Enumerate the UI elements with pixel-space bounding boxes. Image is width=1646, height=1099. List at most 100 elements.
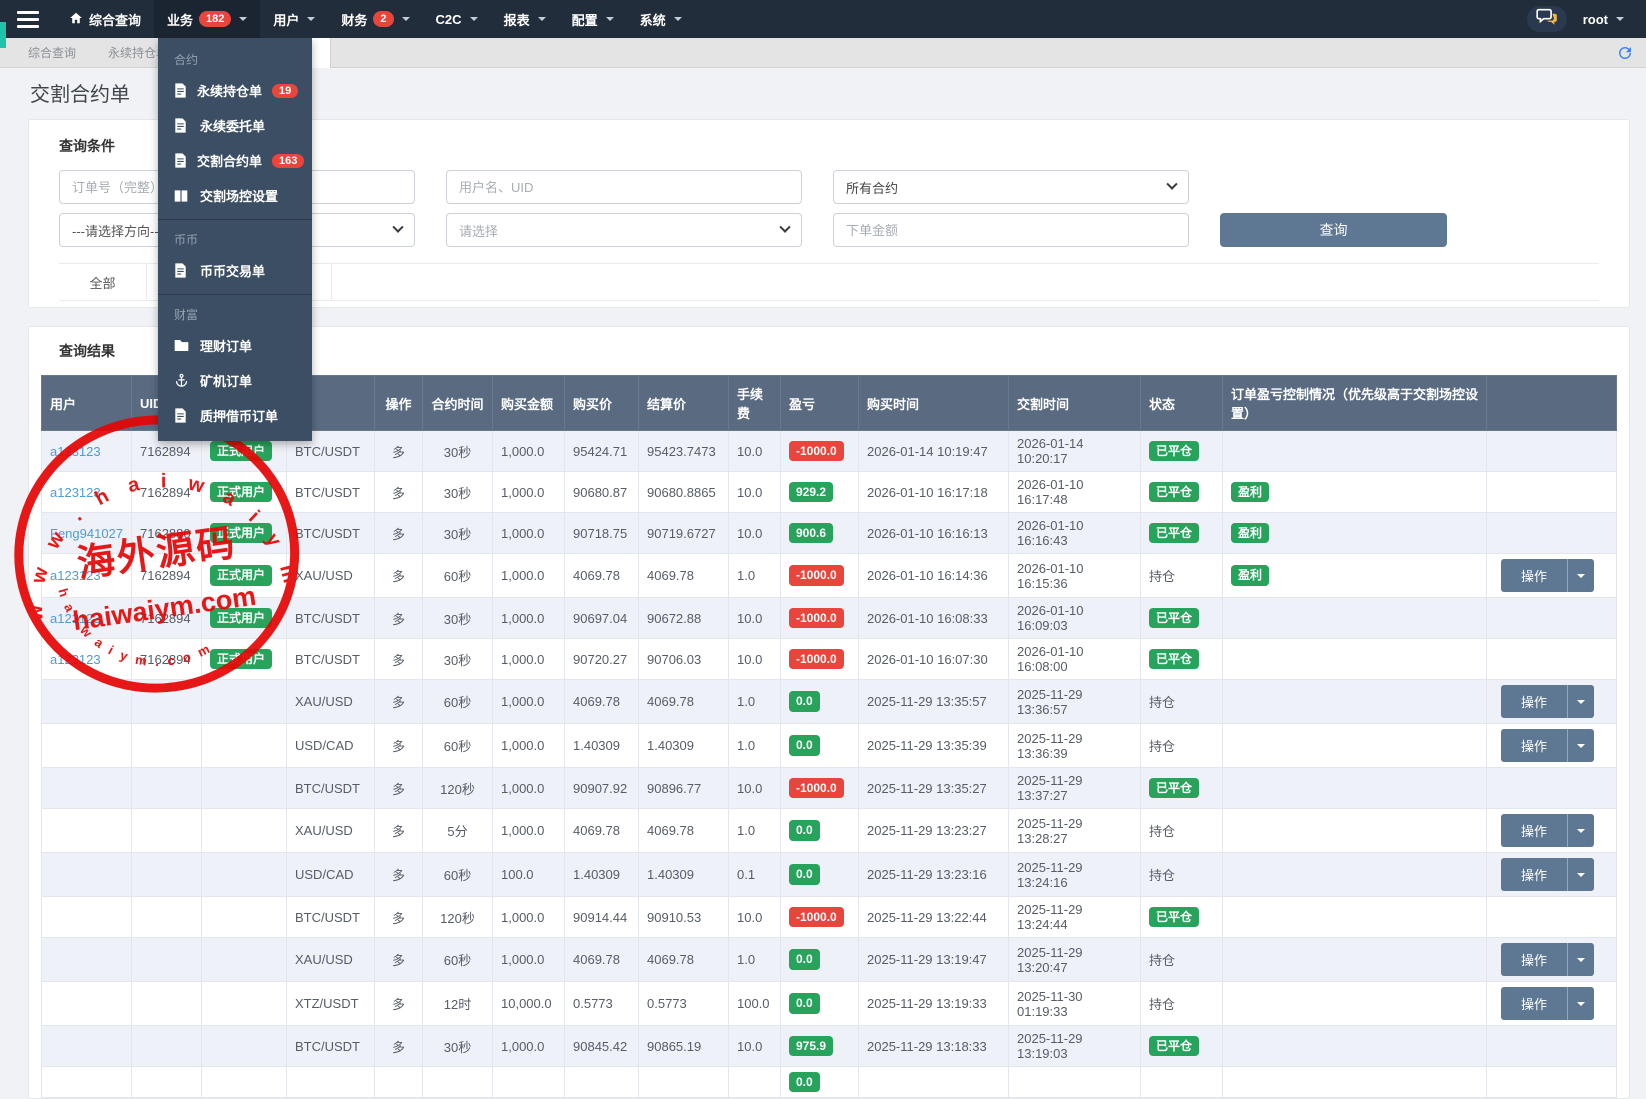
cell-buy-time-value: 2026-01-10 16:08:33 xyxy=(867,611,988,626)
dropdown-item-2-2[interactable]: 质押借币订单 xyxy=(158,398,312,433)
nav-item-1[interactable]: 业务182 xyxy=(154,0,260,38)
chevron-down-icon xyxy=(674,17,682,21)
cell-buy-price: 4069.78 xyxy=(565,809,639,853)
dropdown-item-2-0[interactable]: 理财订单 xyxy=(158,328,312,363)
cell-contract: XAU/USD xyxy=(287,938,375,982)
action-caret-button[interactable] xyxy=(1567,685,1594,718)
user-menu[interactable]: root xyxy=(1583,12,1624,27)
action-caret-button[interactable] xyxy=(1567,559,1594,592)
user-link[interactable]: a123123 xyxy=(50,485,101,500)
pnl-badge: 0.0 xyxy=(789,1072,820,1092)
action-split-button[interactable]: 操作 xyxy=(1501,729,1594,762)
action-button-label[interactable]: 操作 xyxy=(1501,987,1567,1020)
dropdown-item-0-1[interactable]: 永续委托单 xyxy=(158,108,312,143)
column-header-11: 购买时间 xyxy=(859,376,1009,431)
cell-direction: 多 xyxy=(375,513,423,554)
user-link[interactable]: a123123 xyxy=(50,611,101,626)
action-split-button[interactable]: 操作 xyxy=(1501,559,1594,592)
cell-user xyxy=(42,680,132,724)
action-button-label[interactable]: 操作 xyxy=(1501,943,1567,976)
action-caret-button[interactable] xyxy=(1567,814,1594,847)
dropdown-item-1-0[interactable]: 币币交易单 xyxy=(158,253,312,288)
table-row-13: XTZ/USDT多12时10,000.00.57730.5773100.00.0… xyxy=(42,982,1617,1026)
user-uid-input[interactable] xyxy=(446,170,802,204)
nav-item-6[interactable]: 配置 xyxy=(559,0,627,38)
nav-item-4[interactable]: C2C xyxy=(423,0,491,38)
chevron-down-icon xyxy=(779,222,790,233)
dropdown-item-label: 永续委托单 xyxy=(200,116,265,135)
action-button-label[interactable]: 操作 xyxy=(1501,814,1567,847)
hamburger-icon[interactable] xyxy=(0,0,56,38)
user-link[interactable]: a123123 xyxy=(50,568,101,583)
cell-period: 30秒 xyxy=(423,639,493,680)
nav-item-3[interactable]: 财务2 xyxy=(328,0,422,38)
action-caret-button[interactable] xyxy=(1567,943,1594,976)
action-caret-button[interactable] xyxy=(1567,858,1594,891)
cell-buy-price: 4069.78 xyxy=(565,938,639,982)
cell-pnl: -1000.0 xyxy=(781,639,859,680)
cell-uid: 7162894 xyxy=(132,598,202,639)
user-type-badge: 正式用户 xyxy=(210,649,272,669)
cell-settle-price-value: 1.40309 xyxy=(647,738,694,753)
nav-item-0[interactable]: 综合查询 xyxy=(56,0,154,38)
column-header-14: 订单盈亏控制情况（优先级高于交割场控设置） xyxy=(1223,376,1487,431)
amount-input[interactable] xyxy=(833,213,1189,247)
action-button-label[interactable]: 操作 xyxy=(1501,729,1567,762)
dropdown-item-0-2[interactable]: 交割合约单163 xyxy=(158,143,312,178)
cell-settle-price xyxy=(639,1067,729,1098)
action-split-button[interactable]: 操作 xyxy=(1501,814,1594,847)
action-button-label[interactable]: 操作 xyxy=(1501,685,1567,718)
filter-tab-all[interactable]: 全部 xyxy=(59,264,147,300)
period-value: 120秒 xyxy=(440,782,475,797)
chat-button[interactable] xyxy=(1527,6,1567,32)
action-button-label[interactable]: 操作 xyxy=(1501,559,1567,592)
nav-item-label: 用户 xyxy=(273,10,299,29)
cell-amount xyxy=(493,1067,565,1098)
action-split-button[interactable]: 操作 xyxy=(1501,858,1594,891)
dropdown-item-0-3[interactable]: 交割场控设置 xyxy=(158,178,312,213)
cell-settle-time: 2026-01-10 16:17:48 xyxy=(1009,472,1141,513)
user-link[interactable]: Feng941027 xyxy=(50,526,123,541)
cell-fee-value: 100.0 xyxy=(737,996,770,1011)
action-caret-button[interactable] xyxy=(1567,729,1594,762)
page-tab-overview[interactable]: 综合查询 xyxy=(28,38,76,68)
cell-buy-price-value: 4069.78 xyxy=(573,694,620,709)
user-type-badge: 正式用户 xyxy=(210,441,272,461)
cell-pnl: 929.2 xyxy=(781,472,859,513)
nav-item-5[interactable]: 报表 xyxy=(491,0,559,38)
cell-uid xyxy=(132,809,202,853)
cell-amount-value: 1,000.0 xyxy=(501,1039,544,1054)
cell-fee: 1.0 xyxy=(729,809,781,853)
cell-settle-time: 2025-11-30 01:19:33 xyxy=(1009,982,1141,1026)
nav-item-7[interactable]: 系统 xyxy=(627,0,695,38)
cell-amount: 1,000.0 xyxy=(493,513,565,554)
status-select[interactable]: 请选择 xyxy=(446,213,802,247)
nav-badge: 182 xyxy=(199,11,231,27)
action-split-button[interactable]: 操作 xyxy=(1501,685,1594,718)
action-caret-button[interactable] xyxy=(1567,987,1594,1020)
contract-select[interactable]: 所有合约 xyxy=(833,170,1189,204)
user-link[interactable]: a123123 xyxy=(50,444,101,459)
cell-fee-value: 10.0 xyxy=(737,1039,762,1054)
status-badge: 已平仓 xyxy=(1149,649,1199,669)
action-split-button[interactable]: 操作 xyxy=(1501,943,1594,976)
user-type-badge: 正式用户 xyxy=(210,523,272,543)
action-button-label[interactable]: 操作 xyxy=(1501,858,1567,891)
refresh-icon[interactable] xyxy=(1616,44,1634,62)
cell-buy-time-value: 2026-01-10 16:14:36 xyxy=(867,568,988,583)
cell-action: 操作 xyxy=(1487,724,1617,768)
cell-buy-time: 2026-01-10 16:16:13 xyxy=(859,513,1009,554)
cell-buy-price: 1.40309 xyxy=(565,724,639,768)
dropdown-item-2-1[interactable]: 矿机订单 xyxy=(158,363,312,398)
action-split-button[interactable]: 操作 xyxy=(1501,987,1594,1020)
search-button[interactable]: 查询 xyxy=(1220,213,1447,247)
cell-uid xyxy=(132,680,202,724)
cell-pnl: -1000.0 xyxy=(781,768,859,809)
cell-buy-time-value: 2025-11-29 13:35:27 xyxy=(867,781,987,796)
nav-item-2[interactable]: 用户 xyxy=(260,0,328,38)
cell-action xyxy=(1487,897,1617,938)
dropdown-item-0-0[interactable]: 永续持仓单19 xyxy=(158,73,312,108)
user-link[interactable]: a123123 xyxy=(50,652,101,667)
cell-user: Feng941027 xyxy=(42,513,132,554)
cell-settle-time: 2026-01-10 16:09:03 xyxy=(1009,598,1141,639)
